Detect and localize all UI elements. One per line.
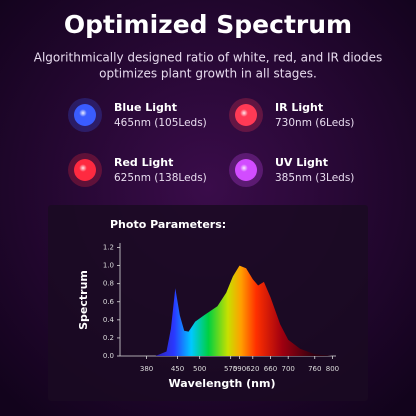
led-detail: 385nm (3Leds) [275, 172, 354, 184]
led-glow [233, 157, 255, 179]
y-tick-label: 0.4 [103, 316, 115, 324]
subtitle: optimizes plant growth in all stages. [99, 67, 317, 81]
subtitle: Algorithmically designed ratio of white,… [34, 51, 383, 65]
led-detail: 465nm (105Leds) [114, 117, 207, 129]
led-glow [72, 157, 94, 179]
y-tick-label: 0.0 [103, 352, 114, 360]
chart-title: Photo Parameters: [110, 218, 226, 231]
title: Optimized Spectrum [64, 10, 352, 39]
led-detail: 625nm (138Leds) [114, 172, 207, 184]
led-name: Blue Light [114, 101, 177, 114]
led-glow [72, 102, 94, 124]
y-tick-label: 0.2 [103, 334, 114, 342]
x-tick-label: 660 [264, 365, 277, 373]
x-tick-label: 700 [282, 365, 295, 373]
led-name: IR Light [275, 101, 323, 114]
x-tick-label: 800 [326, 365, 339, 373]
x-tick-label: 500 [193, 365, 206, 373]
led-glow [233, 102, 255, 124]
led-detail: 730nm (6Leds) [275, 117, 354, 129]
x-axis-label: Wavelength (nm) [169, 377, 276, 390]
x-tick-label: 570 [224, 365, 237, 373]
x-tick-label: 590 [233, 365, 246, 373]
y-tick-label: 0.6 [103, 298, 115, 306]
led-name: UV Light [275, 156, 328, 169]
x-tick-label: 760 [308, 365, 321, 373]
y-tick-label: 1.0 [103, 262, 114, 270]
y-axis-label: Spectrum [77, 270, 90, 330]
y-tick-label: 1.2 [103, 244, 114, 252]
x-tick-label: 380 [140, 365, 153, 373]
x-tick-label: 620 [246, 365, 259, 373]
led-name: Red Light [114, 156, 173, 169]
y-tick-label: 0.8 [103, 280, 114, 288]
spectrum-area [155, 265, 333, 356]
x-tick-label: 450 [171, 365, 184, 373]
